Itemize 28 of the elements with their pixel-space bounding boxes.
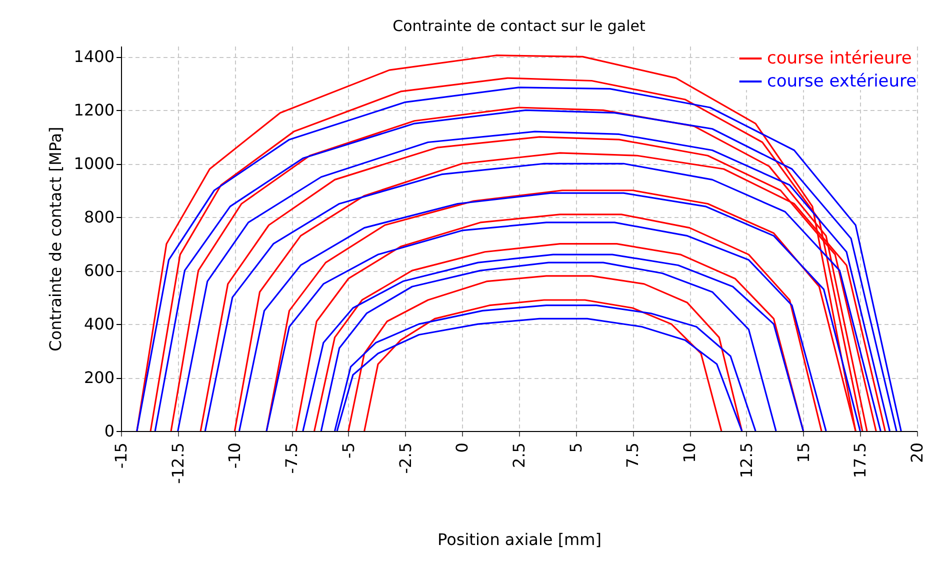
y-axis-title: Contrainte de contact [MPa] bbox=[46, 126, 65, 352]
x-tick-label: -5 bbox=[338, 442, 358, 458]
x-tick-label: 5 bbox=[566, 442, 586, 453]
y-tick-label: 200 bbox=[84, 368, 114, 388]
y-tick-label: 800 bbox=[84, 208, 114, 227]
y-tick-label: 400 bbox=[84, 314, 114, 334]
legend-label: course extérieure bbox=[767, 72, 917, 92]
x-tick-label: -12.5 bbox=[168, 442, 188, 484]
x-tick-label: 2.5 bbox=[510, 442, 528, 468]
x-tick-label: 0 bbox=[452, 442, 472, 453]
y-tick-label: 1400 bbox=[74, 47, 114, 66]
x-tick-label: -15 bbox=[112, 442, 130, 469]
x-tick-label: 17.5 bbox=[850, 442, 870, 478]
x-tick-label: 20 bbox=[908, 442, 926, 463]
y-tick-label: 600 bbox=[84, 261, 114, 280]
x-tick-label: 15 bbox=[794, 442, 813, 463]
x-tick-label: -2.5 bbox=[396, 442, 415, 474]
x-tick-label: -7.5 bbox=[282, 442, 302, 474]
y-tick-label: 0 bbox=[104, 422, 114, 440]
x-tick-label: 7.5 bbox=[623, 442, 642, 468]
y-tick-label: 1200 bbox=[74, 100, 114, 120]
chart-title: Contrainte de contact sur le galet bbox=[392, 17, 646, 35]
x-tick-label: 10 bbox=[680, 442, 700, 463]
y-tick-label: 1000 bbox=[74, 154, 114, 174]
x-tick-label: -10 bbox=[225, 442, 244, 469]
x-axis-title: Position axiale [mm] bbox=[438, 530, 602, 549]
x-tick-label: 12.5 bbox=[736, 442, 756, 478]
legend-label: course intérieure bbox=[767, 48, 912, 68]
